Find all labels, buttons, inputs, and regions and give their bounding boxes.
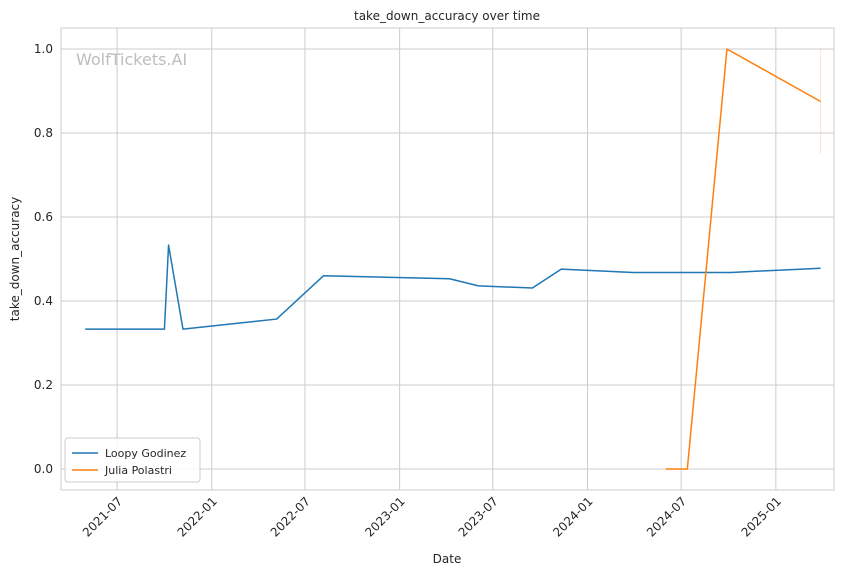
series-line-julia-polastri <box>666 49 821 469</box>
x-tick-label: 2022-07 <box>268 494 313 539</box>
x-axis-ticks: 2021-07 2022-01 2022-07 2023-01 2023-07 2024-… <box>80 494 784 539</box>
y-tick-label: 0.4 <box>34 294 53 308</box>
x-tick-label: 2025-01 <box>739 494 784 539</box>
y-tick-label: 0.0 <box>34 462 53 476</box>
gridlines <box>61 28 834 490</box>
x-tick-label: 2024-01 <box>550 494 595 539</box>
y-axis-title: take_down_accuracy <box>8 197 22 321</box>
series-line-loopy-godinez <box>85 245 820 329</box>
y-tick-label: 1.0 <box>34 42 53 56</box>
y-axis-ticks: 0.0 0.2 0.4 0.6 0.8 1.0 <box>34 42 53 476</box>
watermark: WolfTickets.AI <box>76 50 187 69</box>
x-tick-label: 2023-01 <box>362 494 407 539</box>
x-tick-label: 2022-01 <box>175 494 220 539</box>
legend: Loopy Godinez Julia Polastri <box>65 438 200 482</box>
x-axis-title: Date <box>433 552 462 566</box>
y-tick-label: 0.8 <box>34 126 53 140</box>
legend-label-julia-polastri: Julia Polastri <box>104 464 172 477</box>
x-tick-label: 2024-07 <box>644 494 689 539</box>
series-loopy-godinez <box>85 245 820 329</box>
x-tick-label: 2023-07 <box>456 494 501 539</box>
series-lines <box>85 49 820 469</box>
chart-title: take_down_accuracy over time <box>354 9 540 23</box>
legend-label-loopy-godinez: Loopy Godinez <box>105 447 186 460</box>
series-julia-polastri <box>666 49 821 469</box>
y-tick-label: 0.2 <box>34 378 53 392</box>
y-tick-label: 0.6 <box>34 210 53 224</box>
plot-area-frame <box>61 28 834 490</box>
x-tick-label: 2021-07 <box>80 494 125 539</box>
